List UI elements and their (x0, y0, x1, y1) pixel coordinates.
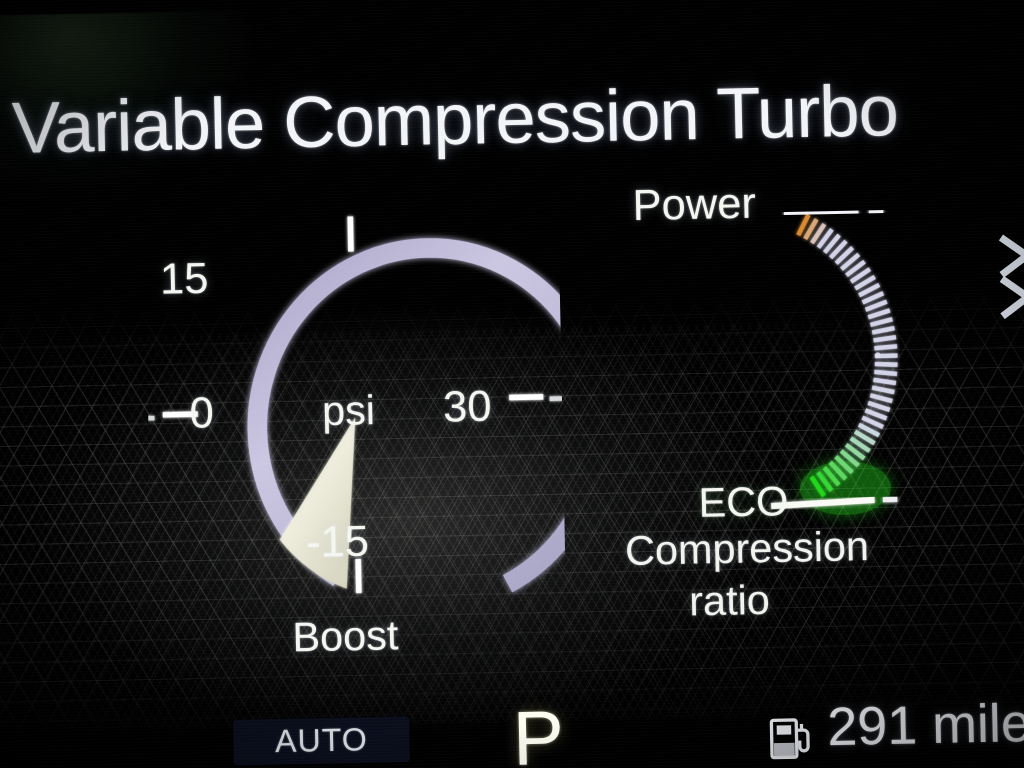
boost-tick-label-minus-15: -15 (305, 516, 370, 567)
compression-segments (796, 213, 898, 498)
climate-auto-badge[interactable]: AUTO (233, 716, 410, 766)
compression-label-eco: ECO (698, 478, 789, 527)
gear-indicator: P (512, 694, 565, 768)
compression-caption-line-1: Compression (624, 523, 870, 575)
climate-auto-label: AUTO (274, 721, 369, 760)
fuel-range-value: 291 mile (826, 693, 1024, 758)
boost-tick-label-15: 15 (159, 253, 209, 304)
next-page-button[interactable] (998, 233, 1024, 323)
compression-segment (873, 334, 897, 343)
compression-label-power: Power (632, 178, 757, 230)
compression-segment (871, 385, 895, 395)
compression-segment (874, 369, 898, 377)
compression-segment (869, 316, 894, 328)
compression-caption-line-2: ratio (688, 577, 771, 625)
boost-unit-label: psi (321, 387, 376, 435)
boost-tick-label-30: 30 (442, 381, 492, 431)
double-chevron-right-icon[interactable] (998, 233, 1024, 323)
fuel-pump-icon (767, 715, 818, 767)
power-end-marker (783, 208, 884, 217)
boost-tick-label-0: 0 (189, 387, 215, 438)
compression-segment (873, 377, 897, 386)
compression-segment (874, 344, 898, 351)
compression-segment (874, 361, 898, 367)
compression-segment (871, 325, 895, 335)
boost-track-arc (247, 238, 568, 593)
compression-segment (869, 393, 893, 404)
page-title: Variable Compression Turbo (11, 69, 899, 169)
boost-gauge-caption: Boost (291, 613, 399, 661)
